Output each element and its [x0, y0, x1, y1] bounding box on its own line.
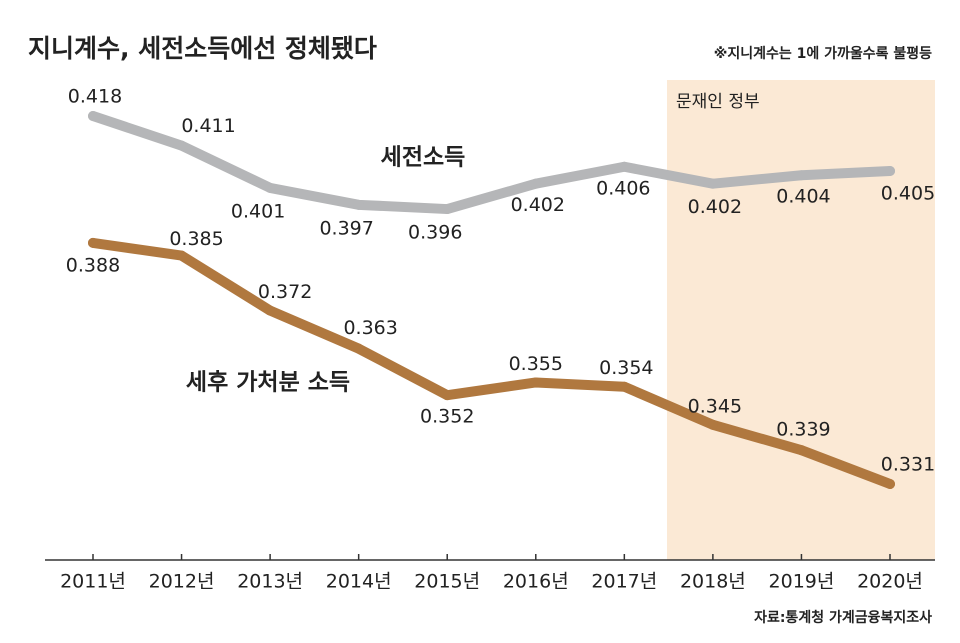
value-label: 0.404: [776, 186, 830, 208]
value-label: 0.402: [511, 194, 565, 216]
x-tick-label: 2015년: [414, 571, 480, 593]
value-label: 0.372: [258, 281, 312, 303]
subtitle: ※지니계수는 1에 가까울수록 불평등: [714, 45, 932, 62]
value-label: 0.355: [509, 353, 563, 375]
point: [442, 390, 453, 401]
point: [707, 178, 718, 189]
value-label: 0.385: [169, 228, 223, 250]
point: [353, 343, 364, 354]
chart-title: 지니계수, 세전소득에선 정체됐다: [28, 34, 377, 63]
value-label: 0.401: [231, 200, 285, 222]
value-label: 0.345: [688, 395, 742, 417]
value-label: 0.388: [66, 254, 120, 276]
point: [796, 170, 807, 181]
point: [353, 199, 364, 210]
value-label: 0.405: [881, 182, 935, 204]
value-label: 0.406: [596, 177, 650, 199]
series-label: 세후 가처분 소득: [186, 370, 350, 396]
point: [885, 479, 895, 489]
x-tick-label: 2018년: [680, 571, 746, 593]
point: [88, 111, 98, 121]
point: [619, 161, 630, 172]
x-tick-label: 2014년: [326, 571, 392, 593]
point: [885, 165, 895, 176]
point: [88, 237, 98, 248]
point: [796, 445, 807, 456]
x-tick-label: 2011년: [60, 571, 126, 593]
line: [88, 237, 895, 489]
point: [176, 140, 187, 151]
x-tick-label: 2013년: [237, 571, 303, 593]
series-label: 세전소득: [381, 145, 466, 171]
point: [265, 182, 276, 193]
point: [530, 377, 541, 388]
x-tick-label: 2017년: [591, 571, 657, 593]
value-label: 0.402: [688, 196, 742, 218]
x-tick-label: 2020년: [857, 571, 923, 593]
point: [442, 204, 453, 215]
point: [265, 305, 276, 316]
value-label: 0.331: [881, 454, 935, 476]
point: [619, 381, 630, 392]
point: [530, 178, 541, 189]
x-tick-label: 2019년: [769, 571, 835, 593]
value-label: 0.352: [420, 406, 474, 428]
value-label: 0.363: [343, 317, 397, 339]
line: [88, 111, 895, 215]
annotation: 문재인 정부: [676, 92, 760, 112]
x-tick-label: 2016년: [503, 571, 569, 593]
source: 자료:통계청 가계금융복지조사: [754, 610, 932, 626]
value-label: 0.396: [408, 222, 462, 244]
value-label: 0.397: [319, 217, 373, 239]
value-label: 0.354: [599, 357, 653, 379]
shaded-region: [667, 80, 935, 560]
point: [176, 250, 187, 261]
value-label: 0.339: [776, 419, 830, 441]
value-label: 0.418: [68, 86, 122, 108]
x-tick-label: 2012년: [149, 571, 215, 593]
value-label: 0.411: [181, 115, 235, 137]
point: [707, 419, 718, 430]
